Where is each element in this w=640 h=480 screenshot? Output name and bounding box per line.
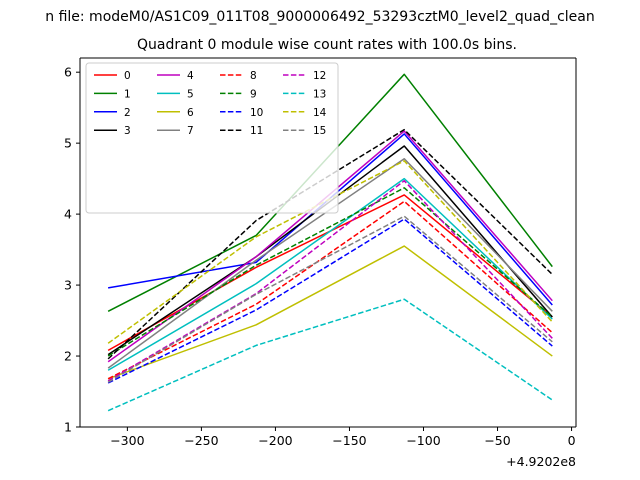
y-tick-label: 2 <box>64 349 72 364</box>
x-tick-label: −150 <box>332 433 366 448</box>
series-line-5 <box>107 177 553 371</box>
x-tick-label: −200 <box>258 433 292 448</box>
series-line-10 <box>107 218 553 384</box>
legend-label-6: 6 <box>187 107 194 119</box>
legend-label-0: 0 <box>124 70 131 82</box>
y-tick-label: 3 <box>64 278 72 293</box>
series-line-6 <box>107 245 553 380</box>
legend-label-3: 3 <box>124 125 131 137</box>
y-tick-label: 6 <box>64 65 72 80</box>
legend-label-5: 5 <box>187 88 194 100</box>
legend-label-8: 8 <box>250 70 257 82</box>
series-line-13 <box>107 298 553 412</box>
legend-label-10: 10 <box>250 107 263 119</box>
legend-label-2: 2 <box>124 107 131 119</box>
x-tick-label: −250 <box>184 433 218 448</box>
y-tick-label: 1 <box>64 420 72 435</box>
x-offset-label: +4.9202e8 <box>506 454 576 469</box>
legend-label-14: 14 <box>313 107 327 119</box>
legend-label-15: 15 <box>313 125 326 137</box>
series-line-12 <box>107 180 553 382</box>
series-line-15 <box>107 215 553 383</box>
legend-label-11: 11 <box>250 125 263 137</box>
x-tick-label: −50 <box>484 433 510 448</box>
y-tick-label: 5 <box>64 136 72 151</box>
chart-title: Quadrant 0 module wise count rates with … <box>137 37 517 53</box>
legend-label-1: 1 <box>124 88 131 100</box>
chart-supertitle: n file: modeM0/AS1C09_011T08_9000006492_… <box>45 9 594 25</box>
legend-label-7: 7 <box>187 125 194 137</box>
legend-box <box>85 62 339 214</box>
legend-label-4: 4 <box>187 70 194 82</box>
x-tick-label: 0 <box>568 433 576 448</box>
y-tick-label: 4 <box>64 207 72 222</box>
legend-label-12: 12 <box>313 70 326 82</box>
x-tick-label: −300 <box>110 433 144 448</box>
legend-label-13: 13 <box>313 88 326 100</box>
series-line-9 <box>107 187 553 357</box>
legend-label-9: 9 <box>250 88 257 100</box>
series-line-8 <box>107 200 553 380</box>
x-tick-label: −100 <box>406 433 440 448</box>
